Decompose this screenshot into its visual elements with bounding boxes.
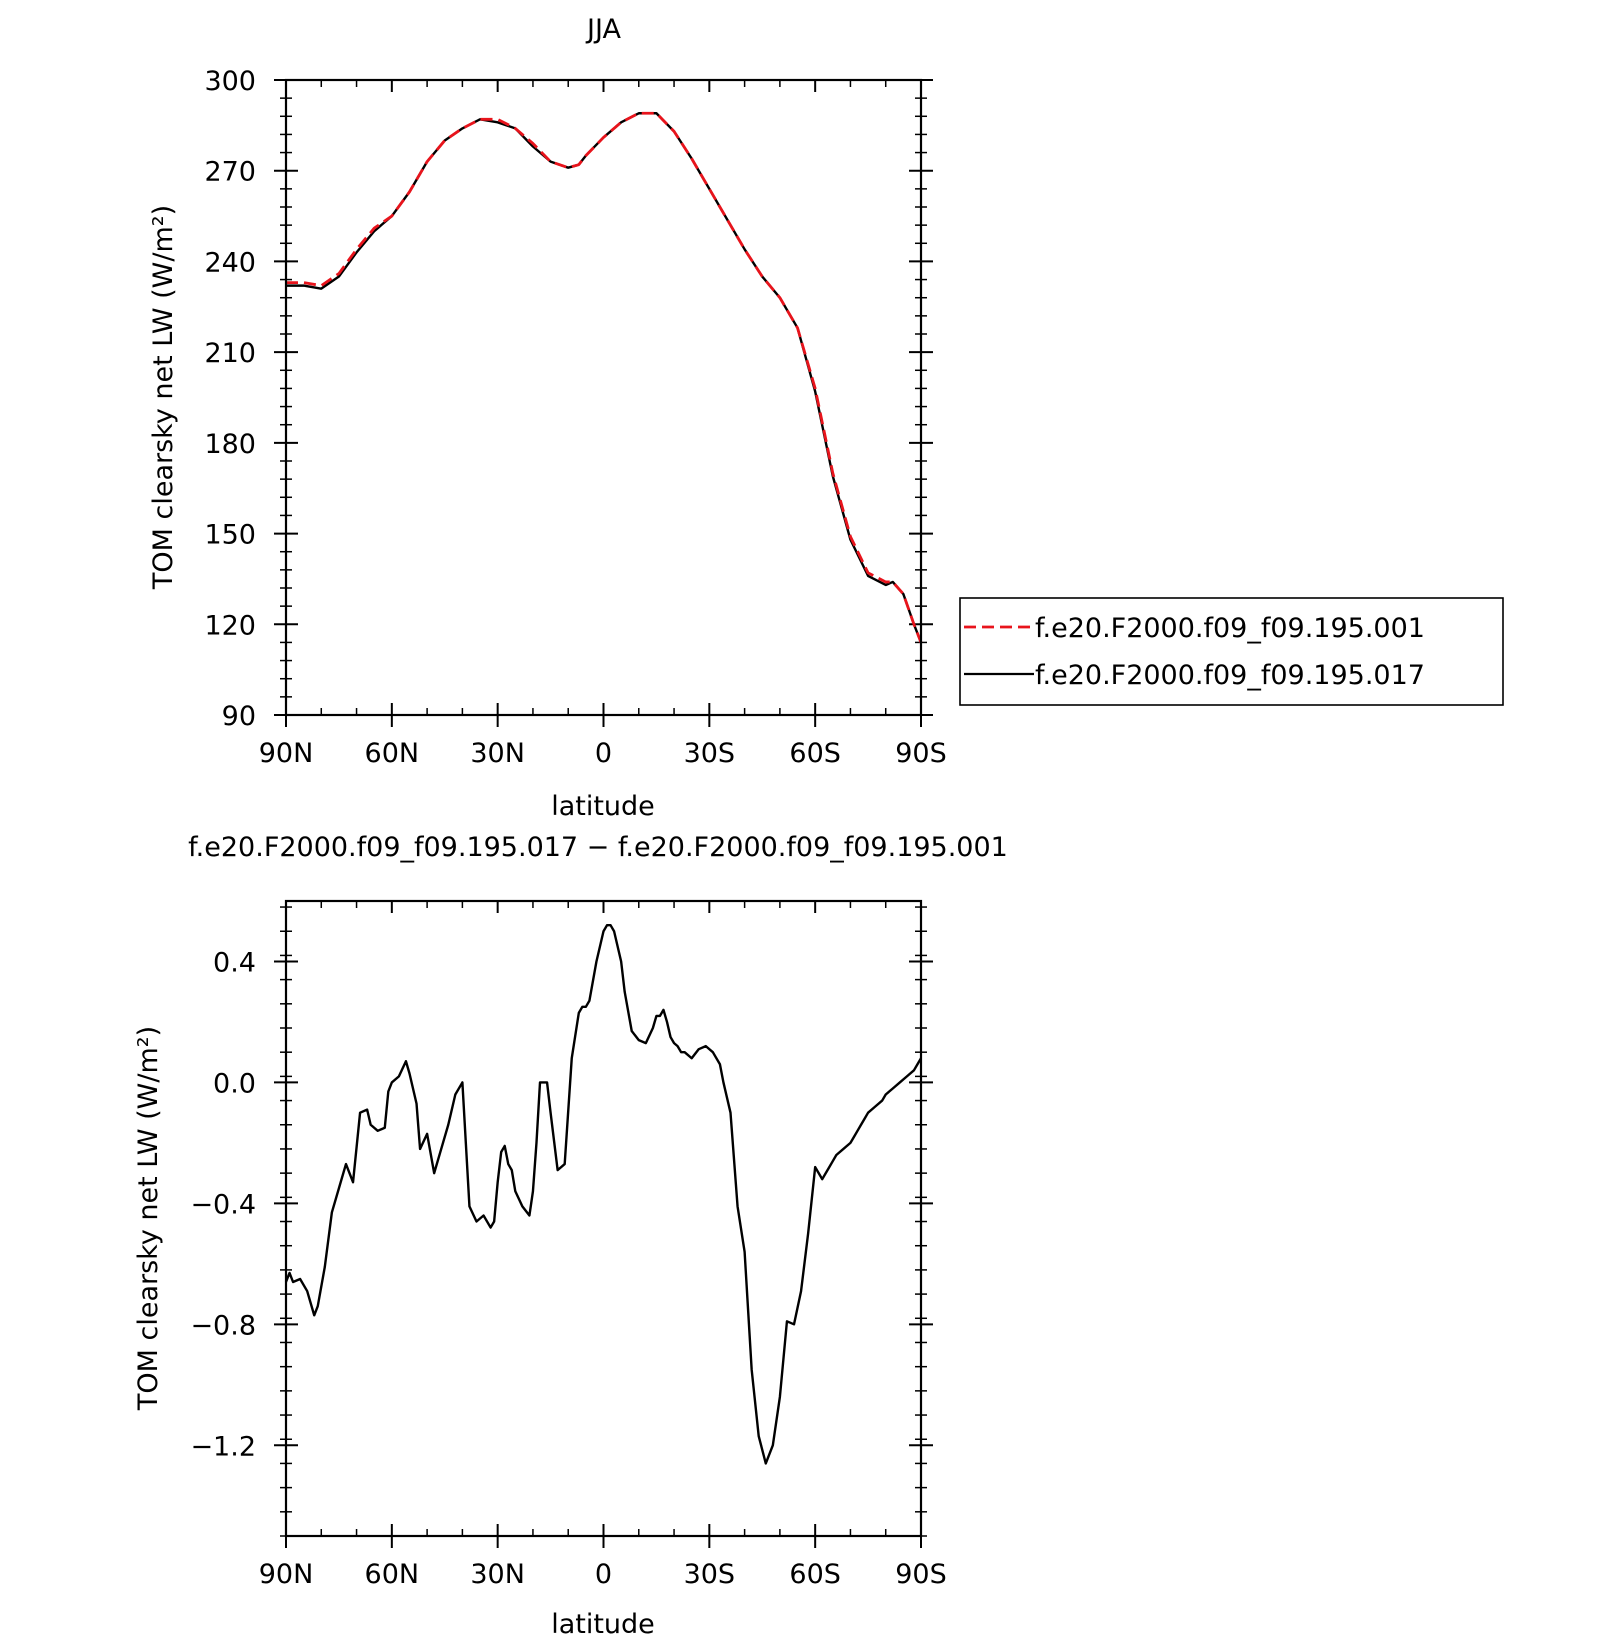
- bottom-x-axis-label: latitude: [551, 1609, 655, 1635]
- top-y-axis-label: TOM clearsky net LW (W/m²): [148, 205, 179, 590]
- bottom-y-tick-label: −0.8: [190, 1310, 256, 1341]
- top-x-tick-label: 90S: [895, 738, 947, 769]
- bottom-y-tick-label: 0.4: [213, 947, 256, 978]
- top-y-tick-label: 300: [204, 66, 256, 97]
- top-series-line-1: [286, 112, 923, 643]
- bottom-x-tick-label: 60N: [365, 1559, 420, 1590]
- top-x-tick-label: 30N: [470, 738, 525, 769]
- top-y-tick-label: 120: [204, 610, 256, 641]
- top-x-tick-label: 60N: [365, 738, 420, 769]
- bottom-y-tick-label: −1.2: [190, 1431, 256, 1462]
- top-y-tick-label: 180: [204, 429, 256, 460]
- legend-label-0: f.e20.F2000.f09_f09.195.001: [1035, 613, 1425, 644]
- top-y-tick-label: 240: [204, 247, 256, 278]
- bottom-chart: f.e20.F2000.f09_f09.195.017 − f.e20.F200…: [133, 832, 1008, 1635]
- top-y-tick-label: 270: [204, 157, 256, 188]
- top-y-tick-label: 210: [204, 338, 256, 369]
- legend: f.e20.F2000.f09_f09.195.001 f.e20.F2000.…: [959, 597, 1504, 706]
- top-y-tick-label: 150: [204, 520, 256, 551]
- top-y-tick-label: 90: [222, 701, 256, 732]
- top-chart-title: JJA: [585, 14, 621, 45]
- bottom-x-tick-label: 30S: [684, 1559, 736, 1590]
- bottom-x-tick-label: 90S: [895, 1559, 947, 1590]
- bottom-series-line-0: [284, 923, 923, 1465]
- top-plot-frame: [284, 78, 923, 717]
- bottom-y-tick-label: 0.0: [213, 1068, 256, 1099]
- top-x-tick-label: 30S: [684, 738, 736, 769]
- top-x-tick-label: 60S: [789, 738, 841, 769]
- top-series-line-0: [286, 111, 923, 643]
- bottom-chart-title: f.e20.F2000.f09_f09.195.017 − f.e20.F200…: [188, 832, 1008, 863]
- bottom-y-tick-label: −0.4: [190, 1189, 256, 1220]
- legend-box: [959, 597, 1504, 706]
- bottom-plot-frame: [284, 899, 923, 1538]
- top-chart: JJA 90N 60N 30N 0 30S 60S 90S 90 120 150 180 210 240…: [148, 14, 1504, 822]
- legend-label-1: f.e20.F2000.f09_f09.195.017: [1035, 660, 1425, 691]
- bottom-x-tick-label: 30N: [470, 1559, 525, 1590]
- bottom-x-tick-label: 60S: [789, 1559, 841, 1590]
- bottom-x-tick-label: 0: [595, 1559, 612, 1590]
- bottom-x-tick-label: 90N: [259, 1559, 314, 1590]
- top-x-tick-label: 90N: [259, 738, 314, 769]
- top-x-axis-label: latitude: [551, 791, 655, 822]
- top-x-tick-label: 0: [595, 738, 612, 769]
- bottom-y-axis-label: TOM clearsky net LW (W/m²): [133, 1026, 164, 1411]
